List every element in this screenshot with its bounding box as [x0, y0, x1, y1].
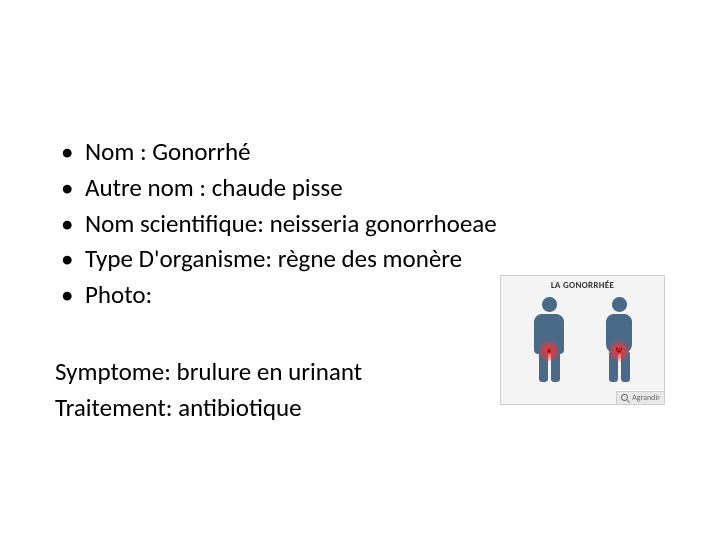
- symptome-line: Symptome: brulure en urinant: [55, 355, 362, 389]
- bullet-list: Nom : Gonorrhé Autre nom : chaude pisse …: [55, 135, 497, 314]
- bullet-item-nom: Nom : Gonorrhé: [55, 135, 497, 169]
- bullet-text: Autre nom : chaude pisse: [85, 172, 343, 203]
- bullet-text: Type D'organisme: règne des monère: [85, 243, 462, 274]
- photo-illustration: LA GONORRHÉE ¥ Ψ: [500, 275, 665, 405]
- organ-marker: Ψ: [616, 346, 622, 356]
- magnifier-icon: [621, 394, 629, 402]
- bullet-item-type-organisme: Type D'organisme: règne des monère: [55, 242, 497, 276]
- organ-marker: ¥: [547, 346, 551, 356]
- torso-shape: Ψ: [606, 314, 632, 354]
- bullet-text: Nom scientifique: neisseria gonorrhoeae: [85, 208, 497, 239]
- enlarge-button[interactable]: Agrandir: [616, 391, 664, 404]
- bullet-item-nom-scientifique: Nom scientifique: neisseria gonorrhoeae: [55, 207, 497, 241]
- bullet-item-photo: Photo:: [55, 278, 497, 312]
- head-shape: [542, 297, 557, 312]
- traitement-line: Traitement: antibiotique: [55, 391, 362, 425]
- photo-title: LA GONORRHÉE: [501, 276, 664, 291]
- slide: Nom : Gonorrhé Autre nom : chaude pisse …: [0, 0, 720, 540]
- bodies-diagram: ¥ Ψ: [501, 293, 664, 389]
- bottom-text-block: Symptome: brulure en urinant Traitement:…: [55, 355, 362, 427]
- bullet-item-autre-nom: Autre nom : chaude pisse: [55, 171, 497, 205]
- head-shape: [612, 297, 627, 312]
- torso-shape: ¥: [534, 314, 564, 354]
- bullet-text: Nom : Gonorrhé: [85, 136, 251, 167]
- enlarge-label: Agrandir: [632, 393, 660, 403]
- female-silhouette: Ψ: [593, 297, 645, 385]
- bullet-text: Photo:: [85, 279, 152, 310]
- male-silhouette: ¥: [523, 297, 575, 385]
